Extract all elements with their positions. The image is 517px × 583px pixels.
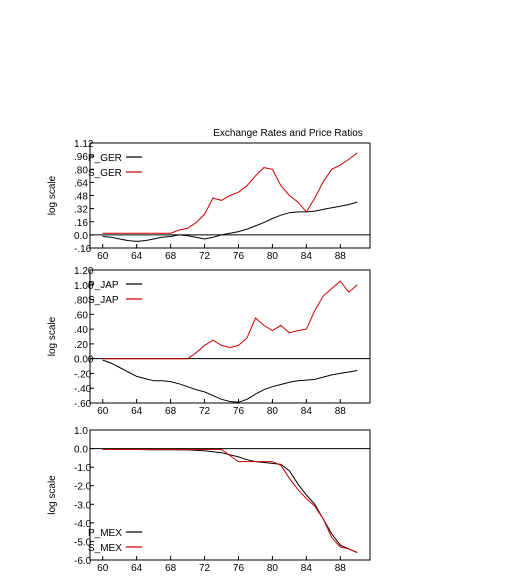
x-tick-label: 80 bbox=[267, 251, 279, 262]
y-tick-label: .80 bbox=[74, 165, 88, 176]
x-tick-label: 68 bbox=[165, 563, 177, 574]
x-tick-label: 64 bbox=[131, 406, 143, 417]
legend-label: S_GER bbox=[88, 168, 122, 179]
y-tick-label: 0.0 bbox=[74, 231, 88, 242]
y-tick-label: 1.00 bbox=[74, 281, 94, 292]
x-tick-label: 84 bbox=[301, 406, 313, 417]
y-tick-label: 1.20 bbox=[74, 266, 94, 277]
x-tick-label: 88 bbox=[335, 251, 347, 262]
legend-label: S_JAP bbox=[88, 295, 119, 306]
chart-title: Exchange Rates and Price Ratios bbox=[213, 128, 363, 139]
y-tick-label: -.16 bbox=[74, 244, 92, 255]
legend-label: P_GER bbox=[88, 153, 122, 164]
x-tick-label: 68 bbox=[165, 406, 177, 417]
y-tick-label: -6.0 bbox=[74, 556, 92, 567]
x-tick-label: 68 bbox=[165, 251, 177, 262]
x-tick-label: 88 bbox=[335, 406, 347, 417]
panel-2: 1.20 1.00 .80 .60 .40 .20 0.00 -.20 -.40 -.60 60 64… bbox=[47, 266, 371, 417]
x-tick-label: 60 bbox=[97, 406, 109, 417]
y-tick-label: 0.00 bbox=[74, 355, 94, 366]
series-line-s-ger bbox=[102, 152, 358, 234]
series-line-p-ger bbox=[102, 201, 358, 242]
x-tick-label: 60 bbox=[97, 563, 109, 574]
y-tick-label: -2.0 bbox=[74, 482, 92, 493]
x-tick-label: 64 bbox=[131, 563, 143, 574]
y-tick-label: -4.0 bbox=[74, 519, 92, 530]
x-tick-label: 76 bbox=[233, 251, 245, 262]
x-tick-label: 80 bbox=[267, 563, 279, 574]
plot-frame bbox=[89, 429, 371, 561]
y-tick-label: -.20 bbox=[74, 369, 92, 380]
y-tick-label: -3.0 bbox=[74, 500, 92, 511]
y-tick-label: -5.0 bbox=[74, 537, 92, 548]
y-tick-label: 1.0 bbox=[74, 426, 88, 437]
y-tick-label: .80 bbox=[74, 296, 88, 307]
panel-3: 1.0 0.0 -1.0 -2.0 -3.0 -4.0 -5.0 -6.0 60 64 68 72 76… bbox=[47, 426, 371, 574]
series-line-p-jap bbox=[102, 359, 358, 403]
x-tick-label: 76 bbox=[233, 563, 245, 574]
y-tick-label: 1.12 bbox=[74, 139, 94, 150]
panel-1: 1.12 .96 .80 .64 .48 .32 .16 0.0 -.16 60 64 68 72 76 8… bbox=[47, 139, 371, 262]
y-tick-label: .16 bbox=[74, 218, 88, 229]
x-tick-label: 72 bbox=[199, 406, 211, 417]
legend-label: P_JAP bbox=[88, 280, 119, 291]
x-tick-label: 80 bbox=[267, 406, 279, 417]
y-tick-label: .48 bbox=[74, 192, 88, 203]
y-tick-label: -1.0 bbox=[74, 463, 92, 474]
legend-label: P_MEX bbox=[88, 528, 122, 539]
y-axis-label: log scale bbox=[47, 316, 58, 356]
y-tick-label: -.60 bbox=[74, 399, 92, 410]
series-line-p-mex bbox=[102, 449, 358, 554]
x-tick-label: 72 bbox=[199, 251, 211, 262]
y-tick-label: .40 bbox=[74, 325, 88, 336]
y-tick-label: .64 bbox=[74, 178, 88, 189]
x-tick-label: 60 bbox=[97, 251, 109, 262]
x-tick-label: 72 bbox=[199, 563, 211, 574]
y-tick-label: -.40 bbox=[74, 384, 92, 395]
y-tick-label: 0.0 bbox=[74, 445, 88, 456]
y-axis-label: log scale bbox=[47, 475, 58, 515]
y-tick-label: .96 bbox=[74, 152, 88, 163]
y-tick-label: .60 bbox=[74, 310, 88, 321]
x-tick-label: 84 bbox=[301, 563, 313, 574]
y-axis-label: log scale bbox=[47, 175, 58, 215]
legend-label: S_MEX bbox=[88, 543, 122, 554]
y-tick-label: .32 bbox=[74, 205, 88, 216]
series-line-s-mex bbox=[102, 449, 358, 554]
x-tick-label: 84 bbox=[301, 251, 313, 262]
series-line-s-jap bbox=[102, 280, 358, 360]
x-tick-label: 76 bbox=[233, 406, 245, 417]
x-tick-label: 64 bbox=[131, 251, 143, 262]
x-tick-label: 88 bbox=[335, 563, 347, 574]
plot-frame bbox=[89, 269, 371, 404]
y-tick-label: .20 bbox=[74, 340, 88, 351]
